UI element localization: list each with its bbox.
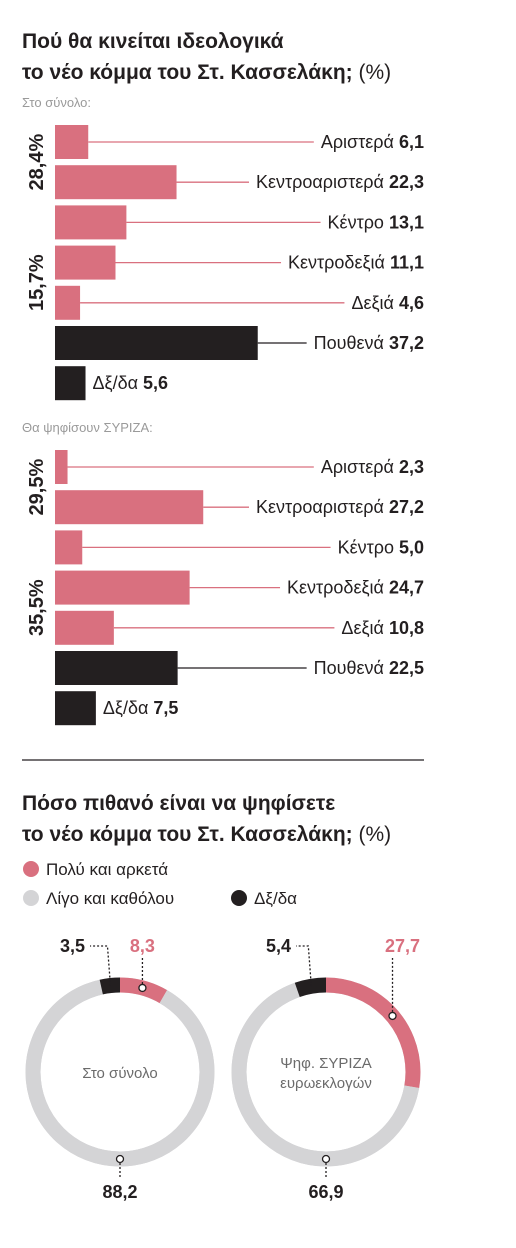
bar-value-center-left: 22,3: [389, 172, 424, 192]
bar-value-dk: 7,5: [153, 698, 178, 718]
bar-label-right: Δεξιά 4,6: [351, 293, 424, 313]
bar-dk: [55, 366, 86, 401]
donut-value-high: 27,7: [385, 936, 420, 956]
bar-label-dk: Δξ/δα 7,5: [103, 698, 179, 718]
callout-dot-low: [115, 1154, 125, 1164]
callout-line-dk: [90, 945, 112, 986]
donut-chart-title-line2: το νέο κόμμα του Στ. Κασσελάκη; (%): [22, 823, 391, 846]
bar-label-center-right: Κεντροδεξιά 24,7: [287, 578, 424, 598]
bar-category-right: Δεξιά: [341, 618, 384, 638]
bar-chart-title-line2: το νέο κόμμα του Στ. Κασσελάκη; (%): [22, 61, 391, 84]
bar-category-right: Δεξιά: [351, 293, 394, 313]
bar-category-center: Κέντρο: [338, 537, 394, 557]
bar-value-none: 22,5: [389, 658, 424, 678]
bar-chart-title-unit: (%): [359, 61, 392, 84]
bar-none: [55, 651, 178, 685]
donut-value-dk: 3,5: [60, 936, 85, 956]
group-share-right: 15,7%: [26, 254, 48, 311]
bar-category-center-right: Κεντροδεξιά: [288, 253, 385, 273]
donut-center-label: Στο σύνολο: [82, 1065, 157, 1082]
bar-category-dk: Δξ/δα: [93, 373, 139, 393]
donut-value-low: 66,9: [308, 1182, 343, 1202]
bar-center: [55, 205, 127, 240]
bar-label-center: Κέντρο 13,1: [328, 212, 424, 232]
bar-value-center-right: 24,7: [389, 578, 424, 598]
bar-label-center-left: Κεντροαριστερά 27,2: [256, 497, 424, 517]
bar-value-left: 6,1: [399, 132, 424, 152]
bar-value-left: 2,3: [399, 457, 424, 477]
bar-left: [55, 450, 68, 484]
bar-label-right: Δεξιά 10,8: [341, 618, 424, 638]
bar-value-center: 13,1: [389, 212, 424, 232]
legend-label-low: Λίγο και καθόλου: [46, 889, 174, 908]
callout-dot-low: [321, 1154, 331, 1164]
legend-swatch-black: [231, 890, 247, 906]
callout-line-dk: [296, 945, 312, 987]
donut-value-high: 8,3: [130, 936, 155, 956]
donut-chart-title-line2-text: το νέο κόμμα του Στ. Κασσελάκη;: [22, 823, 353, 846]
bar-category-center: Κέντρο: [328, 212, 384, 232]
bar-value-right: 10,8: [389, 618, 424, 638]
callout-dot-high: [138, 983, 147, 993]
bar-chart-title-line2-text: το νέο κόμμα του Στ. Κασσελάκη;: [22, 61, 353, 84]
bar-category-dk: Δξ/δα: [103, 698, 149, 718]
donut-slice-dk: [25, 977, 215, 1167]
bar-label-center: Κέντρο 5,0: [338, 537, 424, 557]
group-share-left: 29,5%: [26, 459, 48, 516]
bar-category-center-left: Κεντροαριστερά: [256, 497, 384, 517]
bar-category-left: Αριστερά: [321, 132, 394, 152]
donut-value-low: 88,2: [102, 1182, 137, 1202]
legend-swatch-pink: [23, 861, 39, 877]
donut-chart-title-unit: (%): [359, 823, 392, 846]
bar-category-center-left: Κεντροαριστερά: [256, 172, 384, 192]
bar-center: [55, 530, 83, 565]
donut-legend: Πολύ και αρκετά Λίγο και καθόλου Δξ/δα: [23, 860, 297, 908]
bar-label-left: Αριστερά 6,1: [321, 132, 424, 152]
bar-right: [55, 285, 81, 320]
bar-center-left: [55, 165, 177, 200]
bar-label-center-right: Κεντροδεξιά 11,1: [288, 253, 424, 273]
bar-none: [55, 326, 258, 360]
panel-2-subtitle: Θα ψηφίσουν ΣΥΡΙΖΑ:: [22, 420, 153, 435]
donut-slice-dk: [231, 977, 421, 1167]
bar-value-center: 5,0: [399, 537, 424, 557]
bar-category-left: Αριστερά: [321, 457, 394, 477]
bar-left: [55, 125, 89, 159]
group-share-right: 35,5%: [26, 579, 48, 636]
bar-right: [55, 610, 114, 645]
legend-label-dk: Δξ/δα: [254, 889, 297, 908]
bar-category-center-right: Κεντροδεξιά: [287, 578, 384, 598]
bar-value-right: 4,6: [399, 293, 424, 313]
bar-label-dk: Δξ/δα 5,6: [93, 373, 169, 393]
legend-label-high: Πολύ και αρκετά: [46, 860, 168, 879]
donut-syriza-voters: Ψηφ. ΣΥΡΙΖΑ ευρωεκλογών 27,7 5,4 66,9: [231, 936, 421, 1202]
bar-value-center-right: 11,1: [390, 253, 424, 273]
bar-category-none: Πουθενά: [314, 658, 384, 678]
bar-value-none: 37,2: [389, 333, 424, 353]
donut-chart-title-line1: Πόσο πιθανό είναι να ψηφίσετε: [22, 792, 335, 815]
bar-label-none: Πουθενά 22,5: [314, 658, 424, 678]
donut-value-dk: 5,4: [266, 936, 291, 956]
bar-label-center-left: Κεντροαριστερά 22,3: [256, 172, 424, 192]
bar-label-none: Πουθενά 37,2: [314, 333, 424, 353]
bar-dk: [55, 691, 96, 726]
bar-center-right: [55, 245, 116, 280]
donut-center-label: Ψηφ. ΣΥΡΙΖΑ: [280, 1055, 372, 1072]
bar-label-left: Αριστερά 2,3: [321, 457, 424, 477]
panel-1-subtitle: Στο σύνολο:: [22, 95, 91, 110]
donut-total: Στο σύνολο 8,3 3,5 88,2: [25, 936, 215, 1202]
bar-panel-syriza-voters: Αριστερά 2,3 Κεντροαριστερά 27,2 Κέντρο 5,…: [26, 450, 424, 726]
bar-chart-title-line1: Πού θα κινείται ιδεολογικά: [22, 30, 284, 53]
bar-category-none: Πουθενά: [314, 333, 384, 353]
bar-center-left: [55, 490, 204, 525]
bar-center-right: [55, 570, 190, 605]
callout-dot-high: [388, 1011, 397, 1021]
legend-swatch-grey: [23, 890, 39, 906]
bar-value-center-left: 27,2: [389, 497, 424, 517]
donut-center-label: ευρωεκλογών: [280, 1075, 372, 1092]
group-share-left: 28,4%: [26, 134, 48, 191]
bar-value-dk: 5,6: [143, 373, 168, 393]
